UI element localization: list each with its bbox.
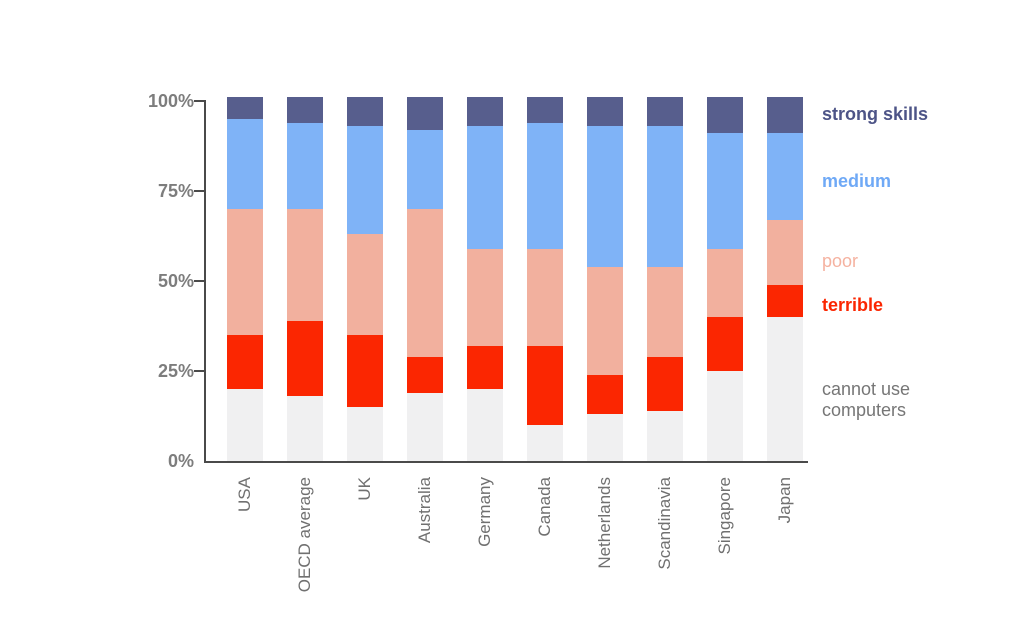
- bar-usa-segment-medium: [227, 119, 263, 209]
- y-tick-label-50: 50%: [157, 271, 194, 291]
- x-label-netherlands: Netherlands: [595, 477, 614, 569]
- bar-usa: [227, 97, 263, 461]
- bar-usa-segment-strong-skills: [227, 97, 263, 119]
- bar-scandinavia-segment-medium: [647, 126, 683, 267]
- bar-australia-segment-poor: [407, 209, 443, 357]
- bar-netherlands-segment-medium: [587, 126, 623, 267]
- bar-canada-segment-cannot-use-computers: [527, 425, 563, 461]
- bar-uk-segment-terrible: [347, 335, 383, 407]
- bar-germany-segment-poor: [467, 248, 503, 346]
- bar-scandinavia: [647, 97, 683, 461]
- y-tick-75: [194, 190, 204, 192]
- x-label-australia: Australia: [415, 477, 434, 544]
- bar-netherlands: [587, 97, 623, 461]
- bar-uk-segment-medium: [347, 126, 383, 235]
- bar-japan-segment-terrible: [767, 284, 803, 317]
- x-label-oecd-average: OECD average: [295, 477, 314, 593]
- bar-singapore: [707, 97, 743, 461]
- bar-uk: [347, 97, 383, 461]
- bar-japan-segment-cannot-use-computers: [767, 317, 803, 461]
- x-label-scandinavia: Scandinavia: [655, 477, 674, 570]
- bar-singapore-segment-cannot-use-computers: [707, 371, 743, 461]
- bar-australia-segment-strong-skills: [407, 97, 443, 130]
- bar-canada-segment-strong-skills: [527, 97, 563, 123]
- bar-australia: [407, 97, 443, 461]
- bar-japan-segment-medium: [767, 133, 803, 220]
- legend-medium: medium: [822, 171, 892, 191]
- y-tick-label-75: 75%: [157, 181, 194, 201]
- bar-australia-segment-terrible: [407, 356, 443, 393]
- x-label-uk: UK: [355, 477, 374, 501]
- bar-germany: [467, 97, 503, 461]
- legend-cannot-use-computers: cannot use computers: [822, 379, 911, 420]
- bar-oecd-average-segment-terrible: [287, 320, 323, 397]
- bar-australia-segment-medium: [407, 129, 443, 210]
- bar-japan: [767, 97, 803, 461]
- bar-usa-segment-terrible: [227, 335, 263, 389]
- y-tick-label-100: 100%: [147, 91, 194, 111]
- bar-canada-segment-poor: [527, 248, 563, 346]
- x-label-japan: Japan: [775, 477, 794, 524]
- x-label-canada: Canada: [535, 477, 554, 537]
- bar-canada: [527, 97, 563, 461]
- bar-singapore-segment-poor: [707, 248, 743, 317]
- bar-germany-segment-strong-skills: [467, 97, 503, 127]
- bar-germany-segment-terrible: [467, 345, 503, 389]
- bar-oecd-average-segment-strong-skills: [287, 97, 323, 123]
- bar-scandinavia-segment-poor: [647, 266, 683, 357]
- bar-netherlands-segment-strong-skills: [587, 97, 623, 127]
- bar-scandinavia-segment-strong-skills: [647, 97, 683, 127]
- y-tick-50: [194, 280, 204, 282]
- x-label-germany: Germany: [475, 477, 494, 547]
- x-label-singapore: Singapore: [715, 477, 734, 555]
- bar-oecd-average-segment-medium: [287, 122, 323, 210]
- bar-australia-segment-cannot-use-computers: [407, 392, 443, 461]
- bar-oecd-average-segment-poor: [287, 209, 323, 321]
- bar-canada-segment-medium: [527, 122, 563, 249]
- legend-terrible: terrible: [822, 295, 884, 315]
- bar-netherlands-segment-poor: [587, 266, 623, 375]
- bar-uk-segment-poor: [347, 234, 383, 335]
- bar-germany-segment-medium: [467, 126, 503, 249]
- bar-usa-segment-cannot-use-computers: [227, 389, 263, 461]
- y-tick-100: [194, 100, 204, 102]
- bar-singapore-segment-strong-skills: [707, 97, 743, 134]
- bar-usa-segment-poor: [227, 209, 263, 335]
- bar-netherlands-segment-terrible: [587, 374, 623, 415]
- y-tick-25: [194, 370, 204, 372]
- bar-scandinavia-segment-cannot-use-computers: [647, 410, 683, 461]
- bar-canada-segment-terrible: [527, 345, 563, 425]
- bar-singapore-segment-terrible: [707, 317, 743, 371]
- x-label-usa: USA: [235, 477, 254, 512]
- bar-uk-segment-cannot-use-computers: [347, 407, 383, 461]
- bar-japan-segment-strong-skills: [767, 97, 803, 134]
- bar-uk-segment-strong-skills: [347, 97, 383, 127]
- y-tick-label-25: 25%: [157, 361, 194, 381]
- bar-scandinavia-segment-terrible: [647, 356, 683, 411]
- bar-singapore-segment-medium: [707, 133, 743, 249]
- bar-oecd-average: [287, 97, 323, 461]
- legend-poor: poor: [822, 251, 859, 271]
- x-axis-line: [204, 461, 808, 463]
- bar-netherlands-segment-cannot-use-computers: [587, 414, 623, 461]
- bar-oecd-average-segment-cannot-use-computers: [287, 396, 323, 461]
- y-tick-label-0: 0%: [167, 451, 194, 471]
- bar-germany-segment-cannot-use-computers: [467, 389, 503, 461]
- y-axis-line: [204, 100, 206, 463]
- bar-japan-segment-poor: [767, 219, 803, 285]
- legend-strong-skills: strong skills: [822, 104, 929, 124]
